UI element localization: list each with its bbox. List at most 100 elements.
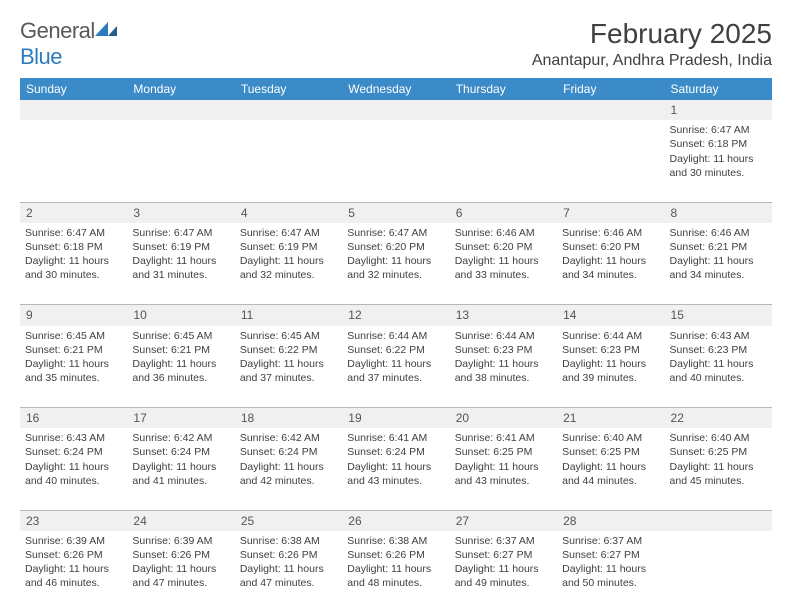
sunset-line: Sunset: 6:26 PM (25, 548, 122, 562)
daylight-line: Daylight: 11 hours and 47 minutes. (132, 562, 229, 590)
day-number-cell: 22 (665, 408, 772, 429)
sunrise-line: Sunrise: 6:45 AM (25, 329, 122, 343)
day-number-cell: 14 (557, 305, 664, 326)
day-number-cell: 8 (665, 202, 772, 223)
day-number-cell: 18 (235, 408, 342, 429)
daylight-line: Daylight: 11 hours and 49 minutes. (455, 562, 552, 590)
day-number-cell (665, 510, 772, 531)
day-number-cell: 16 (20, 408, 127, 429)
daylight-line: Daylight: 11 hours and 34 minutes. (562, 254, 659, 282)
day-number-cell: 9 (20, 305, 127, 326)
title-block: February 2025 Anantapur, Andhra Pradesh,… (532, 18, 772, 70)
day-detail-cell: Sunrise: 6:38 AMSunset: 6:26 PMDaylight:… (235, 531, 342, 613)
daylight-line: Daylight: 11 hours and 37 minutes. (347, 357, 444, 385)
sunrise-line: Sunrise: 6:39 AM (132, 534, 229, 548)
calendar-header-row: SundayMondayTuesdayWednesdayThursdayFrid… (20, 78, 772, 100)
day-number-row: 1 (20, 100, 772, 120)
sunrise-line: Sunrise: 6:44 AM (347, 329, 444, 343)
day-detail-cell (665, 531, 772, 613)
daylight-line: Daylight: 11 hours and 33 minutes. (455, 254, 552, 282)
day-number-cell: 11 (235, 305, 342, 326)
daylight-line: Daylight: 11 hours and 38 minutes. (455, 357, 552, 385)
sunset-line: Sunset: 6:25 PM (562, 445, 659, 459)
daylight-line: Daylight: 11 hours and 46 minutes. (25, 562, 122, 590)
day-number-row: 232425262728 (20, 510, 772, 531)
day-detail-row: Sunrise: 6:45 AMSunset: 6:21 PMDaylight:… (20, 326, 772, 408)
weekday-header: Wednesday (342, 78, 449, 100)
sunrise-line: Sunrise: 6:47 AM (25, 226, 122, 240)
sunset-line: Sunset: 6:26 PM (347, 548, 444, 562)
day-number-row: 9101112131415 (20, 305, 772, 326)
sunset-line: Sunset: 6:19 PM (240, 240, 337, 254)
sunrise-line: Sunrise: 6:46 AM (562, 226, 659, 240)
day-detail-cell (557, 120, 664, 202)
day-number-cell: 7 (557, 202, 664, 223)
sunrise-line: Sunrise: 6:41 AM (347, 431, 444, 445)
day-detail-cell: Sunrise: 6:47 AMSunset: 6:18 PMDaylight:… (20, 223, 127, 305)
daylight-line: Daylight: 11 hours and 37 minutes. (240, 357, 337, 385)
header: GeneralBlue February 2025 Anantapur, And… (20, 18, 772, 70)
day-number-row: 2345678 (20, 202, 772, 223)
day-number-cell: 2 (20, 202, 127, 223)
day-detail-cell (235, 120, 342, 202)
day-number-cell: 12 (342, 305, 449, 326)
daylight-line: Daylight: 11 hours and 45 minutes. (670, 460, 767, 488)
sunset-line: Sunset: 6:20 PM (347, 240, 444, 254)
weekday-header: Sunday (20, 78, 127, 100)
sunrise-line: Sunrise: 6:44 AM (455, 329, 552, 343)
day-detail-cell: Sunrise: 6:44 AMSunset: 6:22 PMDaylight:… (342, 326, 449, 408)
day-number-cell: 6 (450, 202, 557, 223)
sunset-line: Sunset: 6:24 PM (347, 445, 444, 459)
sunset-line: Sunset: 6:25 PM (670, 445, 767, 459)
day-detail-cell: Sunrise: 6:47 AMSunset: 6:18 PMDaylight:… (665, 120, 772, 202)
daylight-line: Daylight: 11 hours and 36 minutes. (132, 357, 229, 385)
day-detail-cell: Sunrise: 6:40 AMSunset: 6:25 PMDaylight:… (557, 428, 664, 510)
daylight-line: Daylight: 11 hours and 30 minutes. (25, 254, 122, 282)
day-number-cell (342, 100, 449, 120)
sunset-line: Sunset: 6:19 PM (132, 240, 229, 254)
day-detail-cell: Sunrise: 6:45 AMSunset: 6:21 PMDaylight:… (127, 326, 234, 408)
sunset-line: Sunset: 6:24 PM (25, 445, 122, 459)
sunrise-line: Sunrise: 6:40 AM (670, 431, 767, 445)
day-detail-row: Sunrise: 6:43 AMSunset: 6:24 PMDaylight:… (20, 428, 772, 510)
daylight-line: Daylight: 11 hours and 41 minutes. (132, 460, 229, 488)
sunset-line: Sunset: 6:21 PM (25, 343, 122, 357)
daylight-line: Daylight: 11 hours and 39 minutes. (562, 357, 659, 385)
day-detail-cell: Sunrise: 6:39 AMSunset: 6:26 PMDaylight:… (127, 531, 234, 613)
brand-name: GeneralBlue (20, 18, 121, 70)
day-detail-cell: Sunrise: 6:44 AMSunset: 6:23 PMDaylight:… (557, 326, 664, 408)
sunrise-line: Sunrise: 6:45 AM (240, 329, 337, 343)
sunrise-line: Sunrise: 6:44 AM (562, 329, 659, 343)
daylight-line: Daylight: 11 hours and 31 minutes. (132, 254, 229, 282)
sunrise-line: Sunrise: 6:47 AM (240, 226, 337, 240)
day-detail-cell: Sunrise: 6:43 AMSunset: 6:23 PMDaylight:… (665, 326, 772, 408)
day-detail-cell: Sunrise: 6:45 AMSunset: 6:22 PMDaylight:… (235, 326, 342, 408)
day-detail-cell: Sunrise: 6:42 AMSunset: 6:24 PMDaylight:… (127, 428, 234, 510)
day-number-cell: 17 (127, 408, 234, 429)
sunrise-line: Sunrise: 6:46 AM (455, 226, 552, 240)
calendar-table: SundayMondayTuesdayWednesdayThursdayFrid… (20, 78, 772, 613)
sunset-line: Sunset: 6:22 PM (347, 343, 444, 357)
brand-name-gray: General (20, 18, 95, 43)
brand-triangle-icon (95, 18, 121, 36)
day-number-cell: 27 (450, 510, 557, 531)
day-number-cell (20, 100, 127, 120)
day-number-cell: 1 (665, 100, 772, 120)
weekday-header: Tuesday (235, 78, 342, 100)
day-detail-cell (450, 120, 557, 202)
day-detail-cell: Sunrise: 6:38 AMSunset: 6:26 PMDaylight:… (342, 531, 449, 613)
weekday-header: Monday (127, 78, 234, 100)
day-number-cell (450, 100, 557, 120)
day-number-cell: 15 (665, 305, 772, 326)
day-detail-cell: Sunrise: 6:47 AMSunset: 6:20 PMDaylight:… (342, 223, 449, 305)
weekday-header: Saturday (665, 78, 772, 100)
day-detail-cell: Sunrise: 6:41 AMSunset: 6:24 PMDaylight:… (342, 428, 449, 510)
daylight-line: Daylight: 11 hours and 50 minutes. (562, 562, 659, 590)
daylight-line: Daylight: 11 hours and 35 minutes. (25, 357, 122, 385)
day-detail-cell: Sunrise: 6:46 AMSunset: 6:20 PMDaylight:… (450, 223, 557, 305)
day-number-cell: 19 (342, 408, 449, 429)
sunset-line: Sunset: 6:24 PM (132, 445, 229, 459)
page-title: February 2025 (532, 18, 772, 50)
brand-logo: GeneralBlue (20, 18, 121, 70)
sunset-line: Sunset: 6:26 PM (240, 548, 337, 562)
